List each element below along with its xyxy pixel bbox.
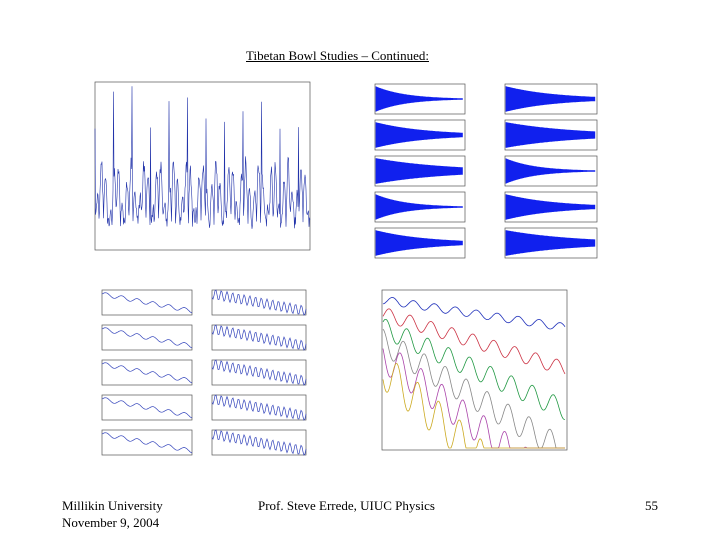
decay-trace	[212, 325, 306, 350]
spectrum-trace	[95, 86, 310, 229]
waveform	[376, 194, 462, 219]
waveform	[506, 158, 595, 183]
decay-trace	[102, 363, 192, 383]
decay-trace	[212, 360, 306, 385]
decay-trace	[102, 328, 192, 348]
plot-frame	[102, 360, 192, 385]
plot-frame	[382, 290, 567, 450]
waveform	[506, 194, 595, 219]
plot-frame	[102, 395, 192, 420]
page-number: 55	[645, 498, 658, 514]
waveform	[376, 122, 462, 147]
footer-date: November 9, 2004	[62, 515, 159, 531]
decay-trace	[102, 398, 192, 418]
plot-frame	[102, 325, 192, 350]
slide-title: Tibetan Bowl Studies – Continued:	[0, 48, 675, 64]
decay-trace	[212, 290, 306, 315]
waveform	[506, 122, 595, 148]
waveform	[506, 230, 595, 256]
plot-frame	[102, 290, 192, 315]
waveform	[376, 158, 462, 184]
overlay-trace	[383, 329, 565, 448]
footer-author: Prof. Steve Errede, UIUC Physics	[258, 498, 435, 514]
overlay-trace	[383, 297, 565, 329]
decay-trace	[212, 395, 306, 420]
footer-institution: Millikin University	[62, 498, 163, 514]
decay-trace	[102, 433, 192, 453]
waveform	[376, 86, 462, 111]
waveform	[506, 86, 595, 111]
decay-trace	[212, 430, 306, 455]
waveform	[376, 230, 462, 255]
plot-frame	[102, 430, 192, 455]
plot-frame	[95, 82, 310, 250]
decay-trace	[102, 293, 192, 313]
